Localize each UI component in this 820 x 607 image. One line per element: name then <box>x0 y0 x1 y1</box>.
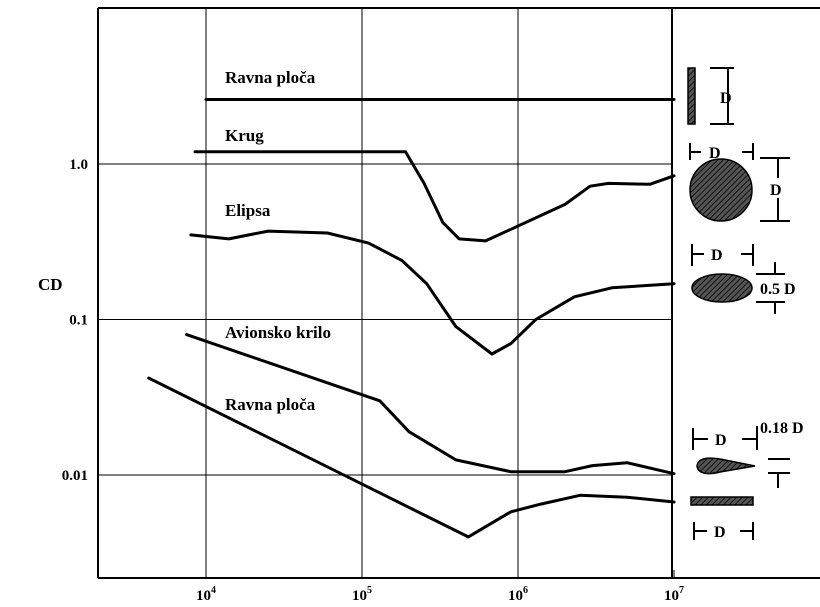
circle-width-dimension <box>689 143 754 160</box>
airfoil-height-dimension <box>756 426 790 488</box>
series-label-avionsko-krilo: Avionsko krilo <box>225 323 331 342</box>
circle-shape <box>689 158 753 222</box>
series-line-ravna-ploca-bottom <box>147 376 676 539</box>
series-label-elipsa: Elipsa <box>225 201 271 220</box>
ellipse-shape <box>691 273 753 303</box>
airfoil-shape-sketch: D 0.18 D <box>692 420 804 488</box>
ellipse-height-label: 0.5 D <box>760 281 796 298</box>
plate-dim-label: D <box>720 90 732 107</box>
circle-shape-sketch: D D <box>689 143 790 222</box>
series-line-krug <box>193 150 676 243</box>
y-tick-label: 0.1 <box>69 313 88 329</box>
ellipse-shape-sketch: D 0.5 D <box>691 244 796 314</box>
ellipse-width-label: D <box>711 247 723 264</box>
y-axis-label: CD <box>38 275 63 294</box>
airfoil-width-label: D <box>715 432 727 449</box>
x-tick-label: 104 <box>196 585 216 604</box>
airfoil-shape <box>696 457 756 475</box>
series-line-elipsa <box>189 229 676 356</box>
circle-height-dimension <box>760 157 790 222</box>
x-tick-label: 105 <box>352 585 372 604</box>
x-tick-label: 106 <box>508 585 528 604</box>
ellipse-height-dimension <box>756 262 785 314</box>
grid-lines <box>98 8 675 578</box>
flat-plate-shape-sketch: D <box>690 496 754 541</box>
series-label-ravna-ploca-top: Ravna ploča <box>225 68 316 87</box>
series-group <box>147 98 676 539</box>
airfoil-height-label: 0.18 D <box>760 420 804 437</box>
series-label-krug: Krug <box>225 126 264 145</box>
ellipse-width-dimension <box>691 244 754 266</box>
circle-width-label: D <box>709 145 721 162</box>
series-label-ravna-ploca-bottom: Ravna ploča <box>225 395 316 414</box>
plate-shape-sketch: D <box>687 67 734 125</box>
y-tick-label: 0.01 <box>62 468 88 484</box>
circle-height-label: D <box>770 182 782 199</box>
plate-dimension-line <box>710 67 734 125</box>
series-line-avionsko-krilo <box>185 333 676 476</box>
x-tick-label: 107 <box>664 585 684 604</box>
plate-shape <box>687 67 696 125</box>
y-tick-label: 1.0 <box>69 157 88 173</box>
flat-plate-width-label: D <box>714 524 726 541</box>
flat-plate-shape <box>690 496 754 506</box>
flat-plate-width-dimension <box>693 522 754 540</box>
